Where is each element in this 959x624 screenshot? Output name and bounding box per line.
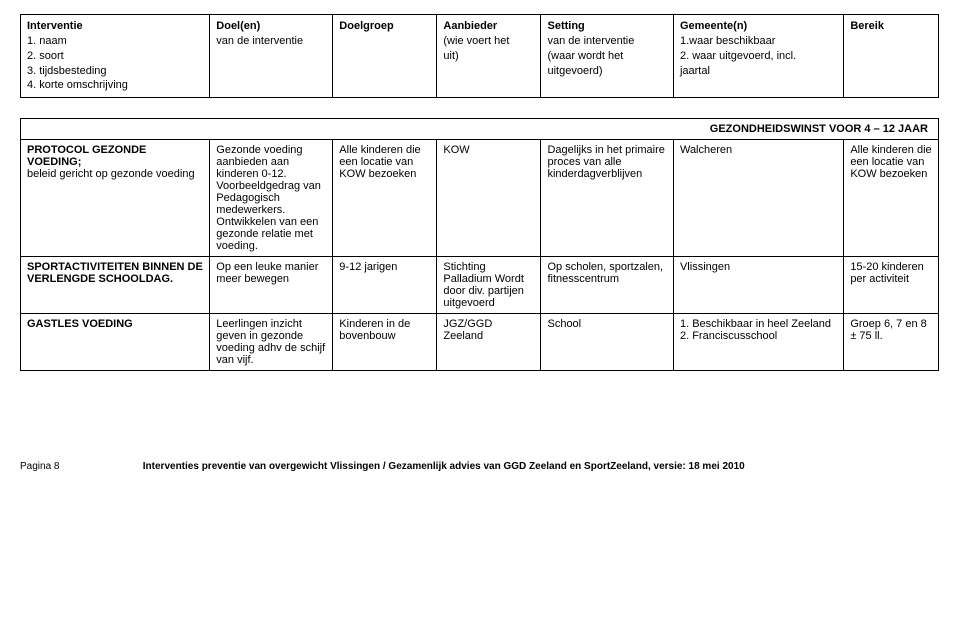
hdr-line: (wie voert het <box>443 34 534 49</box>
cell-setting: Op scholen, sportzalen, fitnesscentrum <box>541 257 673 314</box>
cell-doel: Op een leuke manier meer bewegen <box>210 257 333 314</box>
hdr-line: 2. soort <box>27 49 203 64</box>
header-table: Interventie1. naam2. soort3. tijdsbested… <box>20 14 939 98</box>
cell-doelgroep: 9-12 jarigen <box>333 257 437 314</box>
cell-name: SPORTACTIVITEITEN BINNEN DE VERLENGDE SC… <box>21 257 210 314</box>
hdr-line: Interventie <box>27 19 203 34</box>
cell-setting: Dagelijks in het primaire proces van all… <box>541 140 673 257</box>
cell-name: PROTOCOL GEZONDE VOEDING; beleid gericht… <box>21 140 210 257</box>
cell-setting: School <box>541 314 673 371</box>
hdr-line: uit) <box>443 49 534 64</box>
cell-name: GASTLES VOEDING <box>21 314 210 371</box>
body-table: GEZONDHEIDSWINST VOOR 4 – 12 JAAR PROTOC… <box>20 118 939 371</box>
cell-gemeente: 1. Beschikbaar in heel Zeeland2. Francis… <box>673 314 843 371</box>
row-name-rest: beleid gericht op gezonde voeding <box>27 168 195 180</box>
section-title-row: GEZONDHEIDSWINST VOOR 4 – 12 JAAR <box>21 119 939 140</box>
hdr-line: Doelgroep <box>339 19 430 34</box>
cell-gemeente: Vlissingen <box>673 257 843 314</box>
hdr-line: van de interventie <box>216 34 326 49</box>
hdr-line: van de interventie <box>547 34 666 49</box>
hdr-line: 1.waar beschikbaar <box>680 34 837 49</box>
page-footer: Pagina 8 Interventies preventie van over… <box>20 461 939 472</box>
row-name-bold: GASTLES VOEDING <box>27 318 203 330</box>
hdr-doelgroep: Doelgroep <box>333 15 437 98</box>
hdr-bereik: Bereik <box>844 15 939 98</box>
row-name-bold: SPORTACTIVITEITEN BINNEN DE VERLENGDE SC… <box>27 261 203 285</box>
hdr-setting: Settingvan de interventie(waar wordt het… <box>541 15 673 98</box>
hdr-line: 2. waar uitgevoerd, incl. <box>680 49 837 64</box>
hdr-line: 1. naam <box>27 34 203 49</box>
hdr-line: 3. tijdsbesteding <box>27 64 203 79</box>
hdr-line: 4. korte omschrijving <box>27 78 203 93</box>
cell-doel: Gezonde voeding aanbieden aan kinderen 0… <box>210 140 333 257</box>
section-title: GEZONDHEIDSWINST VOOR 4 – 12 JAAR <box>21 119 939 140</box>
hdr-line: Bereik <box>850 19 932 34</box>
table-row: PROTOCOL GEZONDE VOEDING; beleid gericht… <box>21 140 939 257</box>
hdr-aanbieder: Aanbieder(wie voert hetuit) <box>437 15 541 98</box>
hdr-doel: Doel(en)van de interventie <box>210 15 333 98</box>
cell-bereik: Alle kinderen die een locatie van KOW be… <box>844 140 939 257</box>
table-row: GASTLES VOEDING Leerlingen inzicht geven… <box>21 314 939 371</box>
cell-doelgroep: Alle kinderen die een locatie van KOW be… <box>333 140 437 257</box>
cell-bereik: Groep 6, 7 en 8± 75 ll. <box>844 314 939 371</box>
cell-aanbieder: KOW <box>437 140 541 257</box>
cell-doelgroep: Kinderen in de bovenbouw <box>333 314 437 371</box>
table-row: SPORTACTIVITEITEN BINNEN DE VERLENGDE SC… <box>21 257 939 314</box>
header-row: Interventie1. naam2. soort3. tijdsbested… <box>21 15 939 98</box>
hdr-line: Setting <box>547 19 666 34</box>
hdr-gemeente: Gemeente(n)1.waar beschikbaar2. waar uit… <box>673 15 843 98</box>
hdr-line: jaartal <box>680 64 837 79</box>
cell-aanbieder: Stichting Palladium Wordt door div. part… <box>437 257 541 314</box>
cell-bereik: 15-20 kinderen per activiteit <box>844 257 939 314</box>
footer-text: Interventies preventie van overgewicht V… <box>143 461 745 472</box>
hdr-line: uitgevoerd) <box>547 64 666 79</box>
hdr-line: Aanbieder <box>443 19 534 34</box>
row-name-bold: PROTOCOL GEZONDE VOEDING; <box>27 144 203 168</box>
cell-gemeente: Walcheren <box>673 140 843 257</box>
hdr-interventie: Interventie1. naam2. soort3. tijdsbested… <box>21 15 210 98</box>
footer-page: Pagina 8 <box>20 461 140 472</box>
cell-doel: Leerlingen inzicht geven in gezonde voed… <box>210 314 333 371</box>
cell-aanbieder: JGZ/GGD Zeeland <box>437 314 541 371</box>
hdr-line: Doel(en) <box>216 19 326 34</box>
hdr-line: (waar wordt het <box>547 49 666 64</box>
hdr-line: Gemeente(n) <box>680 19 837 34</box>
